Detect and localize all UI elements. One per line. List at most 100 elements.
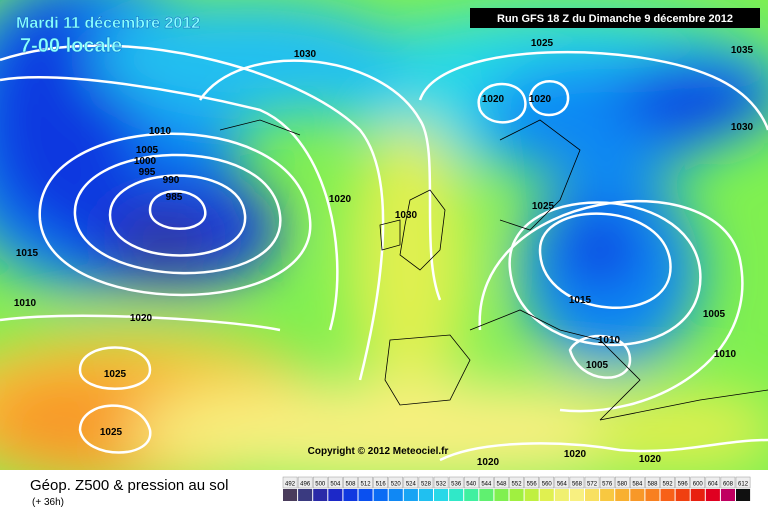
isobar-label: 1015 [569, 295, 592, 306]
scale-swatch [494, 489, 509, 501]
scale-swatch [449, 489, 464, 501]
scale-label: 584 [632, 482, 643, 488]
scale-swatch [705, 489, 720, 501]
scale-swatch [690, 489, 705, 501]
coastlines [219, 119, 768, 421]
scale-label: 524 [406, 482, 417, 488]
scale-label: 612 [738, 482, 749, 488]
scale-label: 532 [436, 482, 447, 488]
scale-label: 528 [421, 482, 432, 488]
scale-label: 540 [466, 482, 477, 488]
scale-label-box [690, 476, 706, 489]
isobar-label: 1010 [14, 298, 37, 309]
scale-label: 580 [617, 482, 628, 488]
scale-swatch [343, 489, 358, 501]
scale-swatch [388, 489, 403, 501]
scale-label-box [569, 476, 585, 489]
scale-label: 536 [451, 482, 462, 488]
scale-swatch [358, 489, 373, 501]
isobar-label: 1025 [532, 201, 555, 212]
isobar-label: 1030 [294, 49, 317, 60]
scale-swatch [418, 489, 433, 501]
footer-title: Géop. Z500 & pression au sol [30, 477, 228, 494]
scale-label: 608 [723, 482, 734, 488]
scale-swatch [615, 489, 630, 501]
scale-label-box [373, 476, 388, 489]
footer-lead: (+ 36h) [32, 497, 64, 508]
isobar-label: 1020 [329, 194, 352, 205]
isobar-label: 1015 [16, 248, 39, 259]
scale-label: 520 [391, 482, 402, 488]
copyright: Copyright © 2012 Meteociel.fr [308, 446, 449, 457]
scale-label-box [554, 476, 570, 489]
scale-label: 556 [527, 482, 538, 488]
scale-label-box [433, 476, 449, 489]
isobar-label: 1020 [639, 454, 662, 465]
isobar-label: 1010 [714, 349, 737, 360]
scale-swatch [585, 489, 600, 501]
scale-label-box [448, 476, 464, 489]
scale-swatch [479, 489, 494, 501]
scale-swatch [736, 489, 751, 501]
scale-label: 512 [361, 482, 372, 488]
scale-label-box [479, 476, 494, 489]
isobar-label: 1010 [149, 126, 172, 137]
run-info: Run GFS 18 Z du Dimanche 9 décembre 2012 [497, 13, 733, 25]
scale-label: 544 [481, 482, 492, 488]
scale-swatch [645, 489, 660, 501]
scale-swatch [509, 489, 524, 501]
scale-label: 508 [345, 482, 356, 488]
scale-swatch [554, 489, 569, 501]
isobar-label: 1020 [529, 94, 552, 105]
scale-swatch [720, 489, 735, 501]
scale-swatch [434, 489, 449, 501]
scale-label-box [312, 476, 328, 489]
local-time: 7-00 locale [20, 35, 122, 57]
z500-field [0, 0, 768, 490]
scale-label: 552 [512, 482, 523, 488]
isobar-label: 1025 [531, 38, 554, 49]
scale-label-box [675, 476, 690, 489]
scale-label: 604 [708, 482, 719, 488]
scale-label-box [599, 476, 615, 489]
scale-label-box [297, 476, 313, 489]
scale-swatch [298, 489, 313, 501]
scale-label: 572 [587, 482, 598, 488]
scale-label-box [584, 476, 600, 489]
scale-label-box [630, 476, 645, 489]
scale-label-box [418, 476, 434, 489]
isobar-label: 1020 [477, 457, 500, 468]
scale-label: 588 [647, 482, 658, 488]
scale-swatch [539, 489, 554, 501]
scale-label-box [343, 476, 358, 489]
scale-label-box [403, 476, 419, 489]
scale-label: 600 [693, 482, 704, 488]
isobar-label: 1020 [130, 313, 153, 324]
scale-label-box [282, 476, 298, 489]
scale-label: 592 [663, 482, 674, 488]
scale-label-box [660, 476, 675, 489]
scale-label: 548 [496, 482, 507, 488]
scale-label-box [720, 476, 736, 489]
scale-label: 500 [315, 482, 326, 488]
scale-label-box [705, 476, 721, 489]
scale-swatch [313, 489, 328, 501]
scale-label-box [539, 476, 555, 489]
scale-swatch [464, 489, 479, 501]
scale-label: 504 [330, 482, 341, 488]
isobar-lines [0, 44, 768, 462]
scale-label: 576 [602, 482, 613, 488]
isobar-label: 1005 [586, 360, 609, 371]
scale-swatch [660, 489, 675, 501]
scale-swatch [403, 489, 418, 501]
scale-swatch [283, 489, 298, 501]
scale-swatch [569, 489, 584, 501]
scale-label-box [328, 476, 343, 489]
scale-label: 564 [557, 482, 568, 488]
isobar-label: 985 [166, 192, 183, 203]
isobar-label: 1020 [482, 94, 505, 105]
scale-label-box [494, 476, 509, 489]
